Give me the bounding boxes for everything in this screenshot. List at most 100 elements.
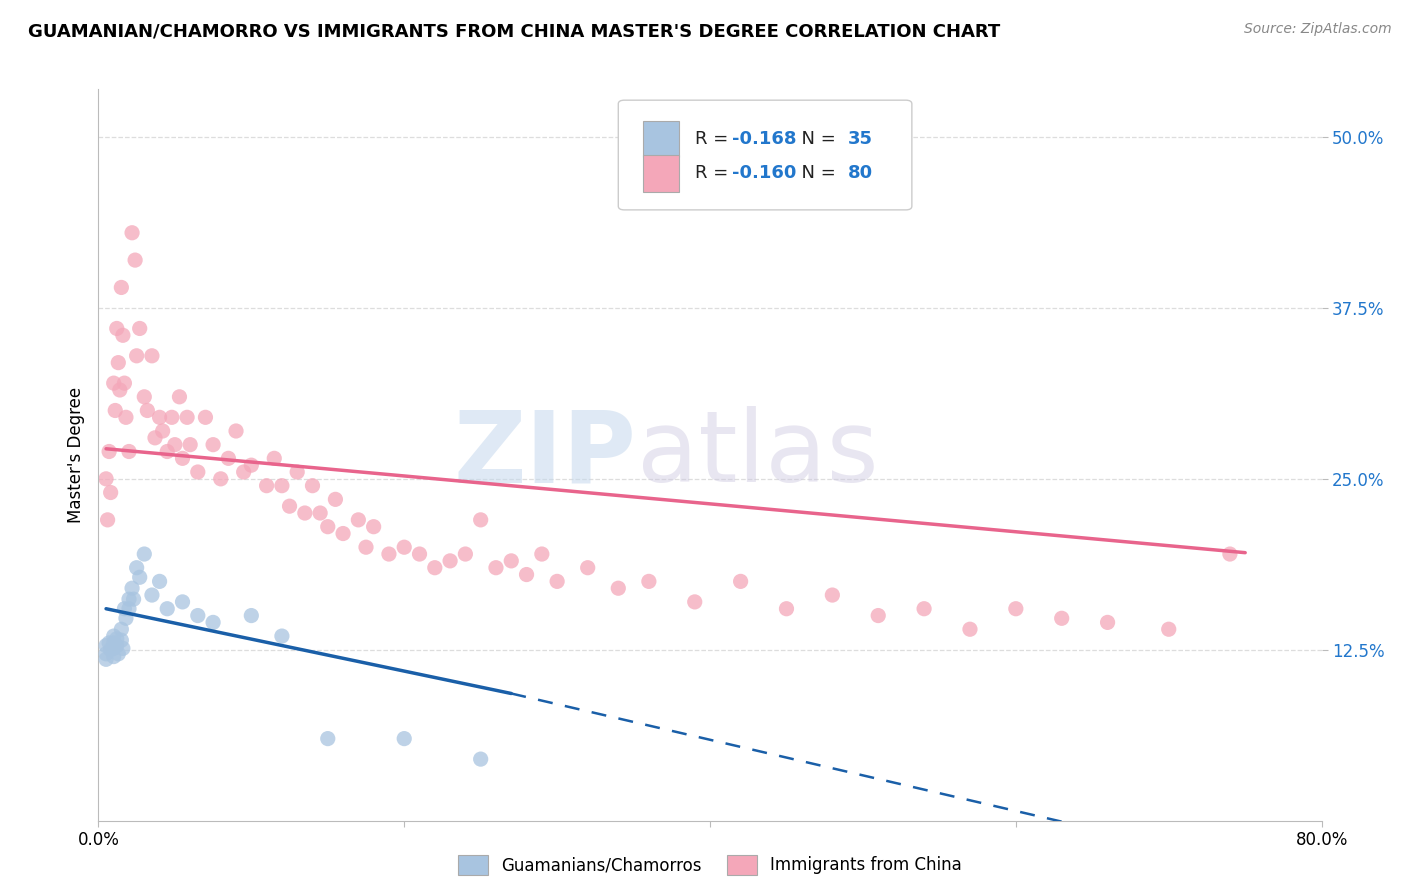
Point [278, 499, 301, 513]
Text: 35: 35 [848, 130, 873, 148]
FancyBboxPatch shape [619, 100, 912, 210]
Point [134, 547, 156, 561]
Point [103, 636, 125, 650]
Point [332, 526, 354, 541]
Point [194, 410, 217, 425]
Point [176, 410, 198, 425]
Point [1097, 615, 1119, 630]
Point [160, 410, 183, 425]
Point [439, 554, 461, 568]
Point [301, 478, 323, 492]
Point [141, 349, 163, 363]
Point [392, 731, 416, 746]
Point [118, 444, 141, 458]
Point [263, 451, 285, 466]
Text: GUAMANIAN/CHAMORRO VS IMMIGRANTS FROM CHINA MASTER'S DEGREE CORRELATION CHART: GUAMANIAN/CHAMORRO VS IMMIGRANTS FROM CH… [28, 22, 1001, 40]
Point [152, 424, 174, 438]
Point [187, 608, 209, 623]
Point [187, 465, 209, 479]
Point [294, 506, 316, 520]
Point [111, 328, 134, 343]
Point [363, 519, 385, 533]
Point [156, 601, 179, 615]
Point [118, 592, 141, 607]
Point [485, 560, 508, 574]
Point [607, 581, 630, 595]
Point [683, 595, 706, 609]
Point [105, 632, 128, 646]
Point [94, 472, 117, 486]
Point [316, 731, 339, 746]
Point [94, 652, 117, 666]
Point [143, 431, 166, 445]
Point [354, 540, 377, 554]
Point [94, 639, 117, 653]
Point [516, 567, 538, 582]
Point [1050, 611, 1073, 625]
Point [141, 588, 163, 602]
Point [125, 560, 148, 574]
Point [103, 641, 125, 656]
Point [470, 752, 492, 766]
Point [423, 560, 446, 574]
Point [256, 478, 278, 492]
Point [98, 444, 121, 458]
Point [128, 570, 150, 584]
Point [110, 633, 132, 648]
Point [179, 438, 201, 452]
Text: R =: R = [696, 130, 734, 148]
Point [103, 649, 125, 664]
Point [104, 403, 127, 417]
Point [408, 547, 430, 561]
Point [868, 608, 890, 623]
Point [912, 601, 935, 615]
Point [240, 458, 263, 472]
Text: ZIP: ZIP [454, 407, 637, 503]
Point [501, 554, 523, 568]
Point [97, 513, 120, 527]
Point [1004, 601, 1026, 615]
Point [136, 403, 159, 417]
Point [112, 376, 135, 391]
Point [309, 506, 332, 520]
Point [110, 622, 132, 636]
Point [134, 390, 156, 404]
Text: atlas: atlas [637, 407, 879, 503]
Point [149, 410, 172, 425]
FancyBboxPatch shape [643, 120, 679, 157]
Point [103, 376, 125, 391]
Point [172, 451, 194, 466]
Point [115, 410, 138, 425]
Text: N =: N = [790, 164, 841, 182]
Point [156, 444, 179, 458]
Point [121, 581, 143, 595]
Legend: Guamanians/Chamorros, Immigrants from China: Guamanians/Chamorros, Immigrants from Ch… [451, 848, 969, 882]
Point [378, 547, 401, 561]
Point [821, 588, 844, 602]
Point [347, 513, 370, 527]
Point [122, 592, 145, 607]
Point [111, 641, 134, 656]
Point [202, 615, 225, 630]
Text: -0.160: -0.160 [733, 164, 796, 182]
Point [105, 639, 128, 653]
Point [163, 438, 186, 452]
Point [232, 465, 254, 479]
Point [107, 356, 129, 370]
Text: -0.168: -0.168 [733, 130, 797, 148]
Point [118, 601, 141, 615]
Point [1219, 547, 1241, 561]
Point [202, 438, 225, 452]
Point [775, 601, 797, 615]
Text: Source: ZipAtlas.com: Source: ZipAtlas.com [1244, 22, 1392, 37]
Point [730, 574, 752, 589]
Point [470, 513, 492, 527]
Point [100, 642, 122, 657]
FancyBboxPatch shape [643, 155, 679, 192]
Point [637, 574, 661, 589]
Text: R =: R = [696, 164, 734, 182]
Point [225, 424, 247, 438]
Point [454, 547, 477, 561]
Point [172, 595, 194, 609]
Point [94, 647, 117, 661]
